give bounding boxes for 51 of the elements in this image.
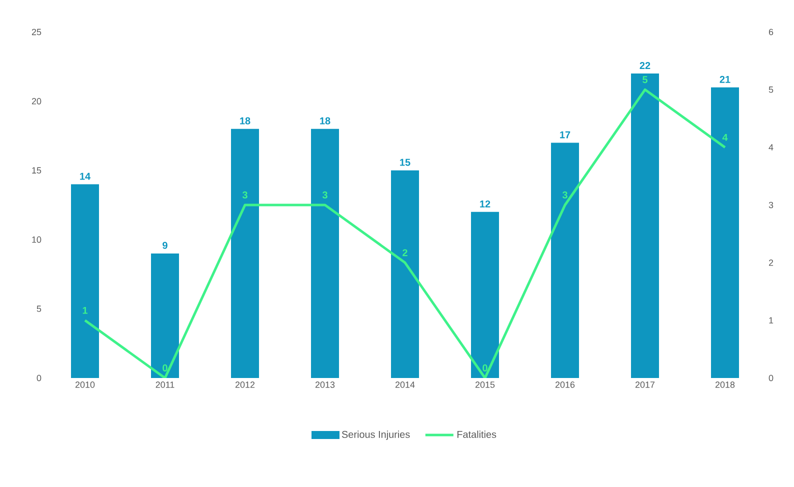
x-tick-label: 2018 bbox=[715, 382, 735, 388]
data-label: 3 bbox=[562, 191, 568, 198]
data-label: 1 bbox=[82, 306, 88, 314]
data-label: 5 bbox=[642, 76, 648, 84]
y-tick-label: 25 bbox=[32, 28, 42, 36]
data-label: 17 bbox=[560, 131, 570, 138]
data-label: 0 bbox=[162, 364, 168, 372]
bar bbox=[71, 184, 99, 378]
y2-tick-label: 2 bbox=[768, 260, 774, 266]
y2-tick-label: 6 bbox=[768, 28, 774, 36]
bar bbox=[311, 128, 340, 378]
y-tick-label: 20 bbox=[32, 98, 42, 104]
x-tick-label: 2016 bbox=[555, 382, 575, 388]
data-label: 18 bbox=[320, 117, 330, 124]
y2-tick-label: 5 bbox=[768, 86, 774, 93]
legend-label: Serious Injuries bbox=[342, 430, 410, 440]
data-label: 22 bbox=[640, 62, 650, 69]
bar bbox=[711, 87, 740, 378]
data-label: 15 bbox=[400, 158, 410, 166]
data-label: 3 bbox=[242, 191, 248, 198]
data-label: 0 bbox=[482, 364, 488, 372]
y-tick-label: 5 bbox=[36, 306, 42, 312]
y2-tick-label: 3 bbox=[768, 202, 774, 208]
bar bbox=[391, 170, 420, 378]
y2-tick-label: 0 bbox=[768, 374, 774, 382]
y-tick-label: 15 bbox=[32, 167, 42, 174]
legend-label: Fatalities bbox=[457, 430, 496, 438]
data-label: 4 bbox=[722, 134, 728, 141]
data-label: 2 bbox=[402, 249, 408, 256]
bar bbox=[151, 253, 179, 378]
bar bbox=[231, 128, 260, 378]
y-tick-label: 0 bbox=[36, 374, 42, 382]
data-label: 12 bbox=[480, 200, 490, 208]
x-tick-label: 2014 bbox=[395, 382, 415, 388]
data-label: 9 bbox=[162, 242, 168, 249]
x-tick-label: 2015 bbox=[475, 382, 495, 388]
data-label: 18 bbox=[240, 117, 250, 124]
y-tick-label: 10 bbox=[32, 236, 42, 243]
x-tick-label: 2011 bbox=[156, 382, 174, 388]
y2-tick-label: 1 bbox=[769, 317, 774, 324]
x-tick-label: 2013 bbox=[315, 382, 335, 388]
x-tick-label: 2012 bbox=[235, 382, 255, 388]
x-tick-label: 2010 bbox=[75, 382, 95, 388]
bar bbox=[471, 212, 500, 378]
x-tick-label: 2017 bbox=[635, 382, 655, 388]
y2-tick-label: 4 bbox=[768, 144, 774, 150]
bar bbox=[551, 142, 580, 378]
data-label: 21 bbox=[720, 76, 730, 83]
bar bbox=[631, 74, 660, 378]
data-label: 3 bbox=[322, 191, 328, 198]
data-label: 14 bbox=[80, 172, 90, 180]
